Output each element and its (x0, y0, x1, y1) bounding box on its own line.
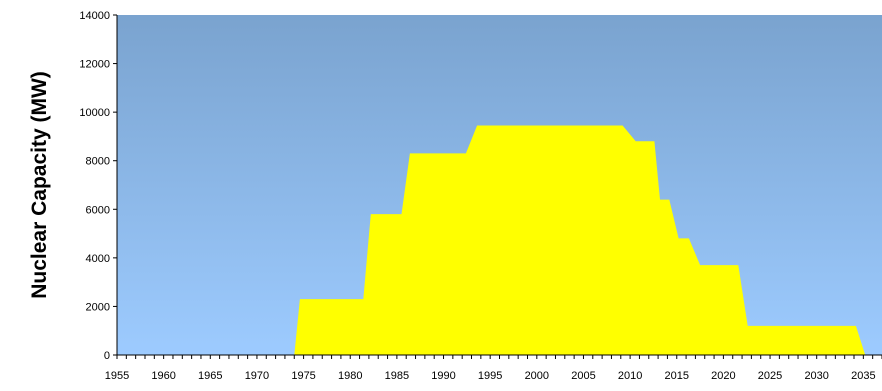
x-tick-label: 2030 (804, 370, 828, 382)
x-tick-label: 1990 (431, 370, 455, 382)
x-tick-label: 2020 (711, 370, 735, 382)
x-tick-label: 1980 (338, 370, 362, 382)
capacity-area (294, 125, 866, 355)
x-tick-label: 2005 (571, 370, 595, 382)
x-tick-label: 2035 (851, 370, 875, 382)
x-tick-label: 1965 (198, 370, 222, 382)
y-tick-label: 14000 (79, 10, 110, 22)
y-axis-label: Nuclear Capacity (MW) (28, 71, 51, 299)
x-tick-label: 1975 (291, 370, 315, 382)
x-axis-ticks: 1955 1960 1965 1970 1975 1980 1985 1990 1995 2000… (105, 355, 882, 382)
y-tick-label: 10000 (79, 107, 110, 119)
x-tick-label: 2015 (665, 370, 689, 382)
y-tick-label: 12000 (79, 59, 110, 71)
x-tick-label: 1955 (105, 370, 129, 382)
x-tick-label: 1970 (245, 370, 269, 382)
y-tick-label: 0 (104, 350, 110, 362)
x-tick-label: 2010 (618, 370, 642, 382)
y-tick-label: 4000 (86, 253, 110, 265)
x-tick-label: 2025 (758, 370, 782, 382)
x-tick-label: 1960 (151, 370, 175, 382)
y-tick-label: 6000 (86, 204, 110, 216)
x-tick-label: 2000 (525, 370, 549, 382)
x-tick-label: 1995 (478, 370, 502, 382)
y-axis-ticks: 0 2000 4000 6000 8000 10000 12000 14000 (79, 10, 117, 362)
x-tick-label: 1985 (385, 370, 409, 382)
y-tick-label: 2000 (86, 301, 110, 313)
y-tick-label: 8000 (86, 156, 110, 168)
